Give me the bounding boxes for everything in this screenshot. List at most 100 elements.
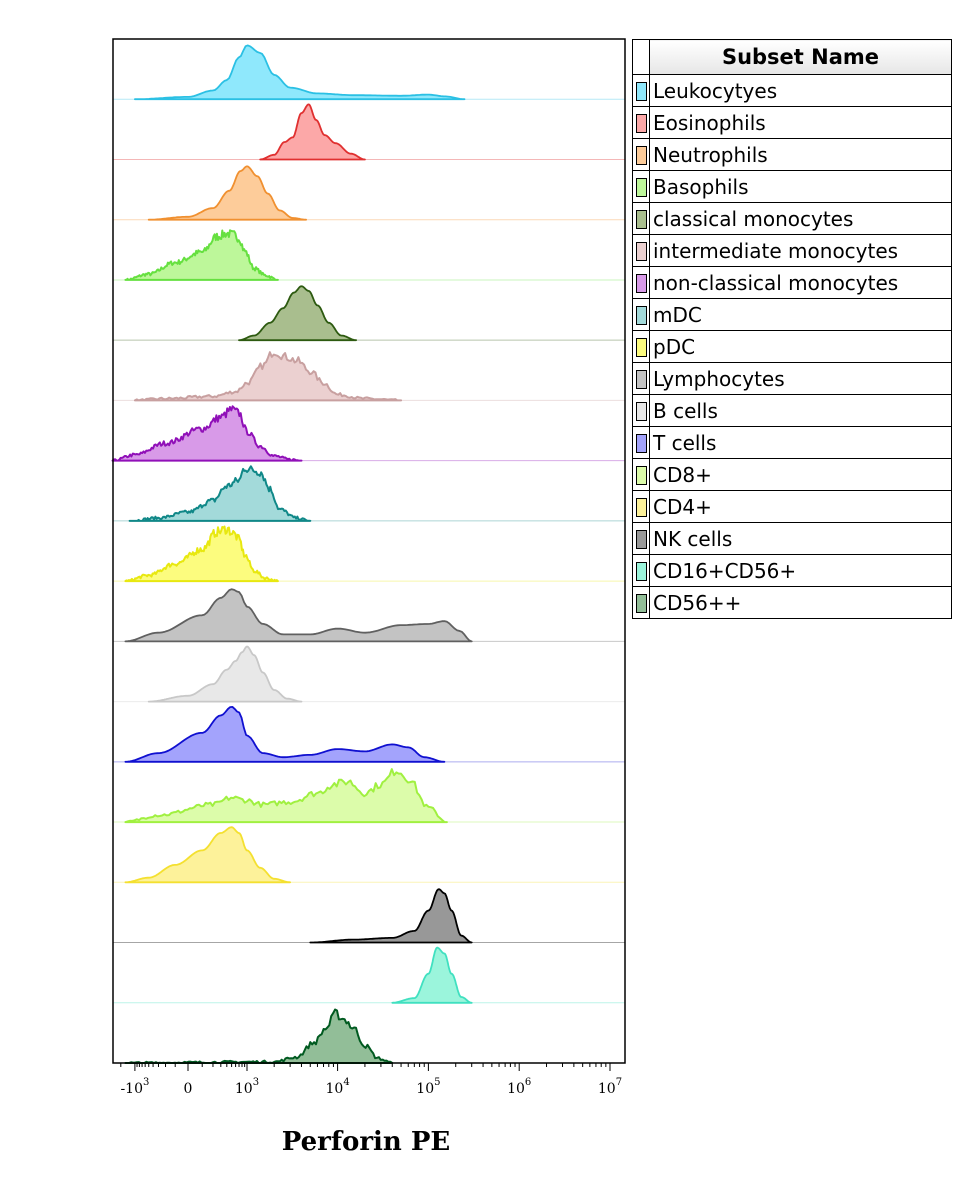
histogram-classical-monocytes — [238, 285, 357, 342]
histogram-cd56- — [124, 1008, 394, 1064]
legend-label: NK cells — [649, 522, 952, 555]
legend-swatch — [635, 401, 647, 421]
x-axis: -103 0 103 104 105 106 107 — [120, 1063, 622, 1097]
legend-header-spacer — [632, 39, 650, 75]
legend-swatch — [635, 561, 647, 581]
legend-item: Neutrophils — [632, 138, 952, 171]
histogram-lymphocytes — [124, 588, 473, 643]
legend-label: CD4+ — [649, 490, 952, 523]
legend-item: pDC — [632, 330, 952, 363]
legend-swatch-cell — [632, 170, 650, 203]
legend-swatch — [635, 241, 647, 261]
histogram-lane-9 — [113, 525, 625, 583]
legend-item: CD8+ — [632, 458, 952, 491]
histogram-lane-12 — [113, 706, 625, 763]
legend-swatch-cell — [632, 234, 650, 267]
legend-swatch — [635, 305, 647, 325]
legend-swatch — [635, 497, 647, 517]
legend-swatch-cell — [632, 138, 650, 171]
x-axis-label: Perforin PE — [282, 1127, 451, 1157]
legend-swatch-cell — [632, 74, 650, 107]
legend: Subset Name Leukocytyes Eosinophils Neutro… — [632, 39, 952, 619]
legend-swatch — [635, 369, 647, 389]
legend-swatch — [635, 433, 647, 453]
legend-swatch — [635, 177, 647, 197]
histogram-lane-1 — [113, 44, 625, 101]
legend-swatch-cell — [632, 106, 650, 139]
plot-frame — [112, 38, 626, 1064]
legend-item: NK cells — [632, 522, 952, 555]
legend-label: non-classical monocytes — [649, 266, 952, 299]
legend-item: Lymphocytes — [632, 362, 952, 395]
histogram-pdc — [124, 525, 279, 583]
legend-label: CD56++ — [649, 586, 952, 619]
legend-label: Neutrophils — [649, 138, 952, 171]
x-tick-label: 0 — [184, 1081, 193, 1097]
histogram-intermediate-monocytes — [133, 351, 403, 402]
x-tick-label: 106 — [507, 1077, 531, 1097]
histogram-nk-cells — [309, 888, 473, 944]
histogram-leukocytyes — [134, 44, 466, 101]
histogram-lane-2 — [113, 103, 625, 161]
histogram-lane-8 — [113, 465, 625, 522]
x-tick-label: 105 — [416, 1077, 440, 1097]
legend-item: CD56++ — [632, 586, 952, 619]
legend-swatch — [635, 529, 647, 549]
histogram-lane-6 — [113, 351, 625, 402]
legend-swatch — [635, 81, 647, 101]
histogram-lane-13 — [113, 768, 625, 824]
histogram-lane-10 — [113, 588, 625, 643]
legend-item: Leukocytyes — [632, 74, 952, 107]
legend-swatch — [635, 113, 647, 133]
histogram-cd16-cd56- — [391, 946, 473, 1004]
histogram-mdc — [128, 465, 312, 522]
legend-swatch-cell — [632, 554, 650, 587]
legend-label: pDC — [649, 330, 952, 363]
legend-swatch-cell — [632, 394, 650, 427]
legend-swatch — [635, 145, 647, 165]
legend-swatch-cell — [632, 362, 650, 395]
legend-label: Leukocytyes — [649, 74, 952, 107]
legend-label: T cells — [649, 426, 952, 459]
legend-label: Eosinophils — [649, 106, 952, 139]
histogram-lane-3 — [113, 165, 625, 221]
histogram-lane-11 — [113, 645, 625, 703]
legend-swatch-cell — [632, 458, 650, 491]
legend-swatch — [635, 209, 647, 229]
legend-swatch — [635, 337, 647, 357]
histogram-eosinophils — [259, 103, 366, 161]
histogram-lane-16 — [113, 946, 625, 1004]
histogram-neutrophils — [147, 165, 307, 221]
legend-item: Eosinophils — [632, 106, 952, 139]
legend-swatch-cell — [632, 330, 650, 363]
legend-label: B cells — [649, 394, 952, 427]
legend-swatch — [635, 465, 647, 485]
histogram-lane-14 — [113, 826, 625, 884]
x-tick-label: 103 — [235, 1077, 259, 1097]
legend-item: Basophils — [632, 170, 952, 203]
histogram-basophils — [124, 229, 279, 281]
x-tick-label: 104 — [325, 1077, 349, 1097]
legend-item: CD16+CD56+ — [632, 554, 952, 587]
legend-swatch-cell — [632, 266, 650, 299]
legend-label: Basophils — [649, 170, 952, 203]
legend-swatch-cell — [632, 522, 650, 555]
histogram-lane-15 — [113, 888, 625, 944]
legend-swatch-cell — [632, 426, 650, 459]
histogram-b-cells — [147, 645, 303, 703]
x-tick-label: -103 — [120, 1077, 149, 1097]
legend-body: Leukocytyes Eosinophils Neutrophils Basophi… — [632, 74, 952, 619]
histogram-non-classical-monocytes — [111, 405, 303, 462]
legend-item: T cells — [632, 426, 952, 459]
legend-item: intermediate monocytes — [632, 234, 952, 267]
x-tick-label: 107 — [598, 1077, 622, 1097]
histogram-lane-5 — [113, 285, 625, 342]
legend-header: Subset Name — [632, 39, 952, 75]
legend-swatch-cell — [632, 490, 650, 523]
legend-item: mDC — [632, 298, 952, 331]
histogram-lane-4 — [113, 229, 625, 281]
legend-label: intermediate monocytes — [649, 234, 952, 267]
legend-label: mDC — [649, 298, 952, 331]
legend-item: classical monocytes — [632, 202, 952, 235]
